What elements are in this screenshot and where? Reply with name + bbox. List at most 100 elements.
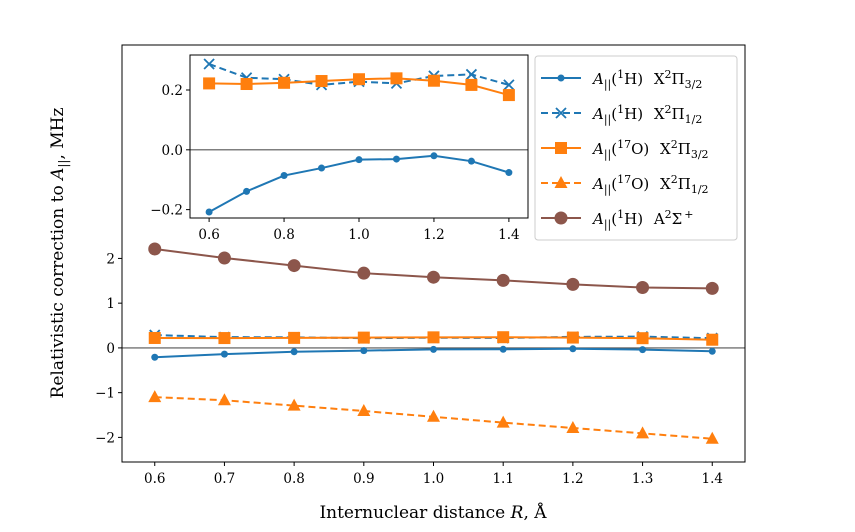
inset-data-point	[503, 79, 515, 91]
main-ytick-label: −1	[95, 386, 115, 402]
legend-sub: ||	[604, 78, 611, 92]
main-xtick-label: 1.1	[492, 471, 513, 487]
main-data-point	[287, 259, 301, 273]
y-axis-label-var: A	[48, 168, 68, 182]
inset-data-point	[465, 68, 478, 81]
inset-ytick-label: 0.0	[162, 143, 183, 159]
inset-data-point	[502, 89, 515, 102]
legend-nucleus: H)	[624, 210, 643, 228]
inset-data-point	[203, 77, 216, 90]
legend-isotope: 17	[617, 173, 631, 186]
main-data-point	[639, 346, 647, 354]
legend-label: A||(17O) X2Π1/2	[591, 173, 709, 197]
legend-symbol: A	[591, 70, 604, 88]
legend-marker	[557, 74, 565, 82]
main-data-point	[290, 348, 298, 356]
legend: A||(1H) X2Π3/2A||(1H) X2Π1/2A||(17O) X2Π…	[534, 55, 738, 241]
legend-sub: ||	[604, 183, 611, 197]
y-axis-label: Relativistic correction to A||, MHz	[48, 107, 70, 398]
main-data-point	[357, 403, 371, 416]
legend-entry: A||(17O) X2Π3/2	[541, 138, 709, 162]
inset-ytick-label: −0.2	[150, 203, 183, 219]
inset-data-point	[505, 169, 513, 177]
legend-symbol: A	[591, 175, 604, 193]
legend-label: A||(17O) X2Π3/2	[591, 138, 709, 162]
legend-isotope: 1	[617, 68, 624, 81]
legend-multiplicity: 2	[665, 103, 672, 116]
main-xtick-label: 1.2	[562, 471, 583, 487]
legend-multiplicity: 2	[665, 208, 672, 221]
legend-multiplicity: 2	[671, 173, 678, 186]
y-axis-label-unit: , MHz	[48, 107, 68, 159]
main-data-point	[636, 332, 649, 345]
legend-paren: (	[611, 210, 617, 228]
inset-xtick-label: 0.8	[273, 227, 294, 243]
inset-data-point	[240, 78, 253, 91]
main-data-point	[499, 345, 507, 353]
inset-data-point	[467, 157, 475, 165]
main-data-point	[218, 332, 231, 345]
main-data-point	[287, 398, 301, 411]
main-ytick-label: 2	[106, 251, 115, 267]
legend-term-sub: 1/2	[691, 183, 709, 196]
main-data-point	[705, 281, 719, 295]
legend-label: A||(1H) A2Σ +	[591, 208, 694, 232]
legend-state: X	[655, 175, 671, 193]
legend-sub: ||	[604, 148, 611, 162]
main-xtick-label: 0.9	[353, 471, 374, 487]
main-data-point	[705, 431, 719, 444]
main-data-point	[148, 331, 161, 344]
legend-isotope: 1	[617, 208, 624, 221]
inset-data-point	[280, 172, 288, 180]
main-data-point	[220, 350, 228, 358]
inset-data-point	[430, 152, 438, 160]
legend-sub: ||	[604, 218, 611, 232]
inset-xtick-label: 1.4	[498, 227, 519, 243]
main-data-point	[148, 390, 162, 403]
inset-data-point	[355, 156, 363, 164]
main-data-point	[708, 347, 716, 355]
legend-term-sup: +	[684, 208, 693, 221]
legend-marker	[554, 176, 568, 188]
main-xtick-label: 1.3	[632, 471, 653, 487]
main-data-point	[217, 251, 231, 265]
main-series-3	[148, 390, 719, 444]
legend-frame	[534, 55, 738, 241]
main-series-0	[151, 345, 716, 361]
main-data-point	[357, 331, 370, 344]
main-data-point	[566, 331, 579, 344]
main-xtick-label: 1.4	[702, 471, 723, 487]
main-ytick-label: 0	[106, 341, 115, 357]
inset-data-point	[243, 187, 251, 195]
main-series-4	[148, 242, 719, 295]
main-data-point	[706, 333, 719, 346]
main-data-point	[636, 281, 650, 295]
main-ytick-label: −2	[95, 430, 115, 446]
main-xtick-label: 0.7	[214, 471, 235, 487]
legend-term-sub: 1/2	[685, 113, 703, 126]
inset-xtick-label: 1.2	[423, 227, 444, 243]
inset-data-point	[203, 58, 215, 70]
legend-marker	[555, 107, 567, 119]
legend-state: X	[655, 140, 671, 158]
legend-state: A	[649, 210, 665, 228]
main-xtick-label: 1.0	[423, 471, 444, 487]
inset-data-point	[427, 74, 440, 87]
inset-xtick-label: 0.6	[198, 227, 219, 243]
legend-nucleus: H)	[624, 70, 643, 88]
legend-label: A||(1H) X2Π3/2	[591, 68, 702, 92]
inset-data-point	[315, 75, 328, 88]
main-xtick-label: 0.8	[283, 471, 304, 487]
legend-symbol: A	[591, 140, 604, 158]
inset-data-point	[205, 208, 213, 216]
y-axis-label-text: Relativistic correction to	[48, 180, 68, 399]
legend-isotope: 1	[617, 103, 624, 116]
main-data-point	[427, 270, 440, 284]
legend-entry: A||(17O) X2Π1/2	[541, 173, 709, 197]
inset-data-point	[392, 155, 400, 163]
legend-entry: A||(1H) A2Σ +	[541, 208, 694, 232]
legend-term-sub: 3/2	[685, 78, 703, 91]
legend-symbol: A	[591, 210, 604, 228]
legend-isotope: 17	[617, 138, 631, 151]
